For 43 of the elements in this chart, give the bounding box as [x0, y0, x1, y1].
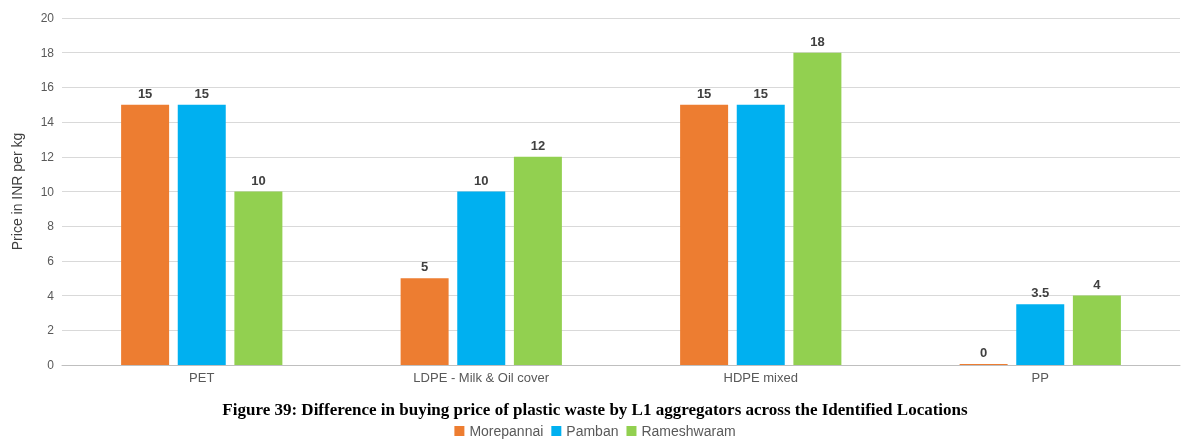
y-tick-label: 2	[47, 323, 55, 338]
y-tick-label: 4	[47, 288, 55, 303]
data-label: 5	[420, 259, 429, 275]
data-label: 10	[251, 172, 266, 188]
y-tick-label: 0	[47, 358, 55, 372]
x-tick-label: PP	[1031, 370, 1049, 385]
x-tick-label: LDPE - Milk & Oil cover	[413, 370, 550, 385]
data-label: 15	[696, 85, 712, 101]
bar	[457, 191, 506, 365]
bar	[736, 104, 785, 365]
bar	[680, 104, 729, 365]
bar	[1072, 295, 1121, 365]
y-tick-label: 18	[40, 45, 55, 60]
y-axis-title: Price in INR per kg	[9, 132, 25, 251]
bar	[121, 104, 170, 365]
y-tick-label: 12	[40, 149, 55, 164]
data-label: 10	[474, 172, 489, 188]
caption: Figure 39: Difference in buying price of plastic waste by L1 aggregators across the Identified Locations	[222, 400, 969, 419]
y-tick-label: 8	[47, 219, 55, 234]
x-tick-label: HDPE mixed	[723, 370, 798, 385]
y-tick-label: 10	[40, 184, 55, 199]
data-label: 0	[979, 345, 988, 360]
bar	[400, 278, 449, 365]
data-label: 3.5	[1031, 285, 1050, 301]
data-label: 18	[810, 33, 825, 49]
bar	[793, 52, 842, 365]
legend-label: Pamban	[566, 423, 619, 439]
y-tick-label: 16	[40, 80, 55, 95]
y-tick-label: 20	[40, 11, 55, 25]
x-tick-label: PET	[189, 370, 215, 385]
bar	[1016, 304, 1065, 365]
legend-label: Rameshwaram	[641, 423, 736, 439]
y-tick-label: 6	[47, 253, 55, 268]
data-label: 4	[1093, 276, 1102, 292]
data-label: 12	[530, 137, 546, 153]
data-label: 15	[753, 85, 768, 101]
y-tick-label: 14	[40, 115, 55, 130]
data-label: 15	[137, 85, 153, 101]
data-label: 15	[194, 85, 209, 101]
bar	[177, 104, 226, 365]
legend-label: Morepannai	[469, 423, 544, 439]
bar	[234, 191, 283, 365]
bar	[513, 156, 562, 365]
